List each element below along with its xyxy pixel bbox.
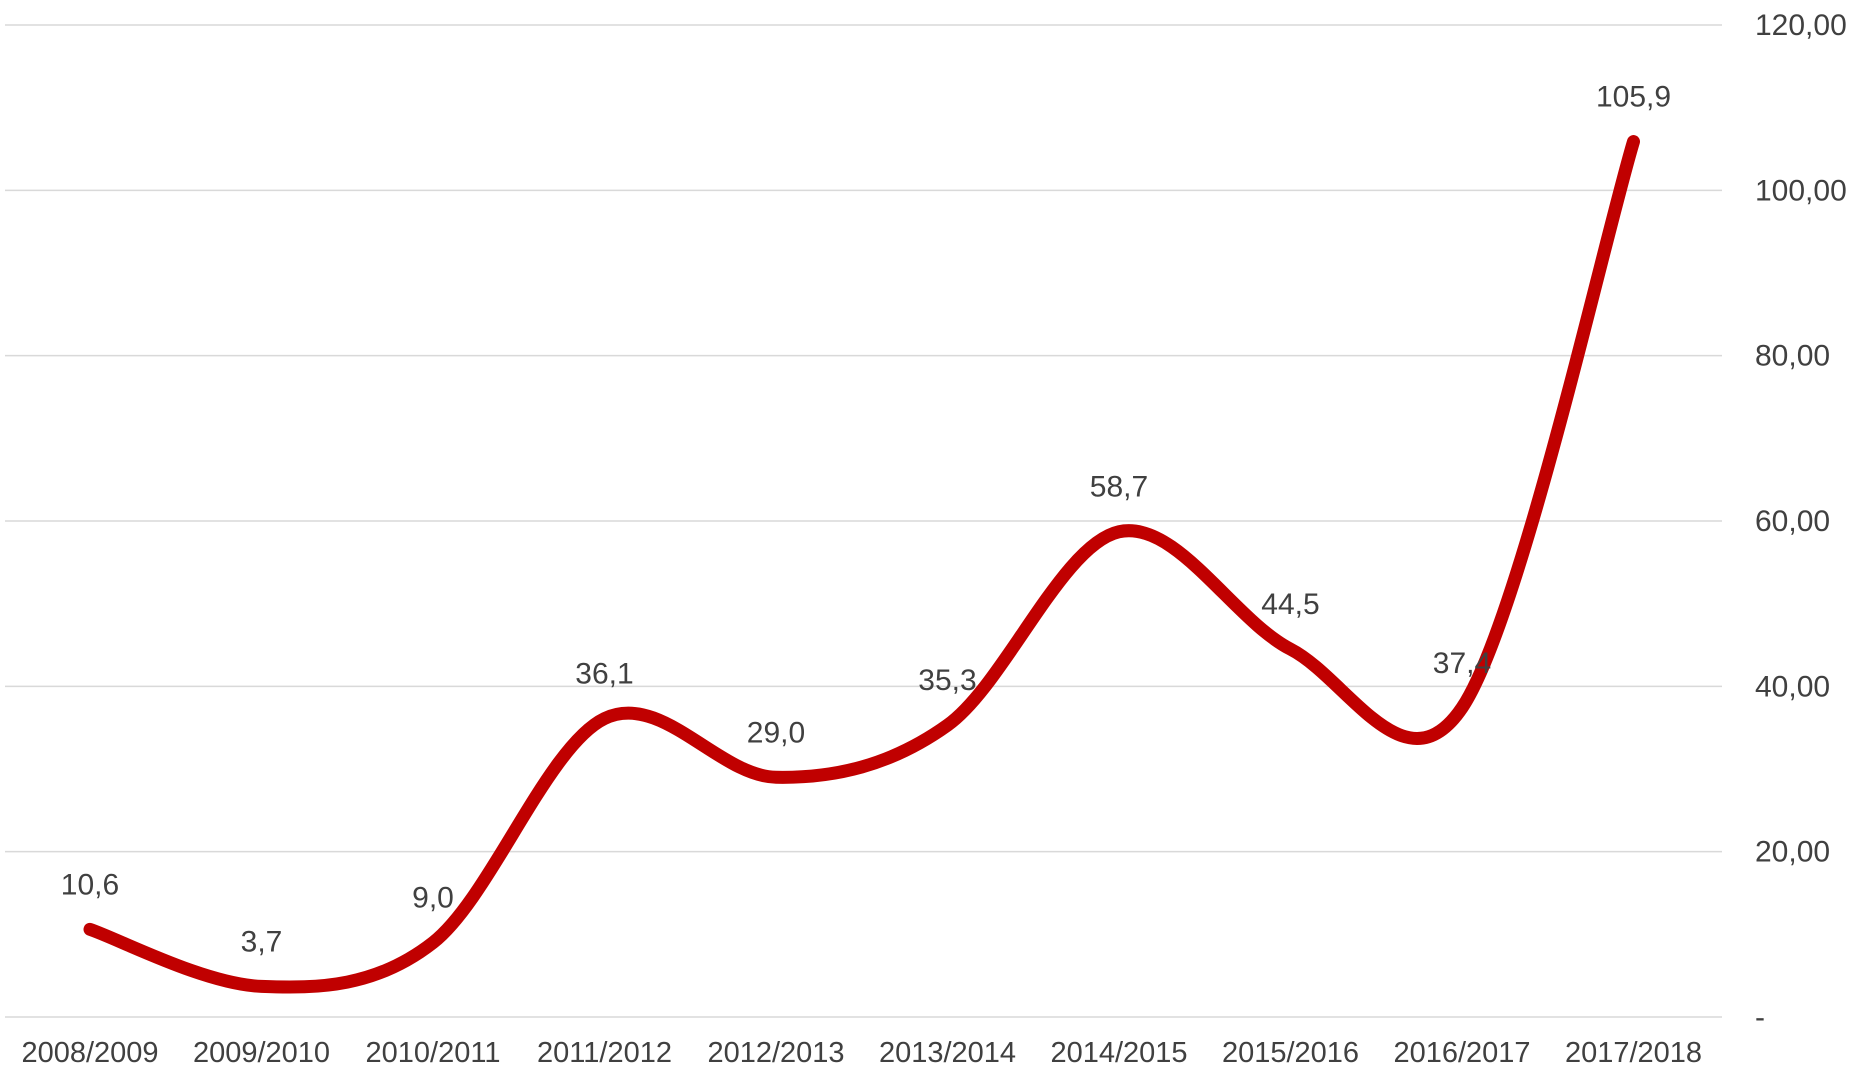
y-tick-label-2: 40,00 (1755, 670, 1830, 703)
data-labels: 10,6 3,7 9,0 36,1 29,0 35,3 58,7 44,5 37,4 105,9 (61, 81, 1671, 959)
data-label-2: 9,0 (412, 882, 454, 915)
y-tick-label-0: - (1755, 1001, 1765, 1034)
gridlines (5, 24, 1722, 1018)
series-line-group (83, 135, 1640, 994)
series-line (83, 135, 1640, 994)
x-category-label-2: 2010/2011 (366, 1037, 501, 1069)
data-label-9: 105,9 (1596, 81, 1671, 114)
x-category-label-1: 2009/2010 (193, 1037, 330, 1069)
y-tick-label-5: 100,00 (1755, 174, 1847, 207)
x-axis-category-labels: 2008/2009 2009/2010 2010/2011 2011/2012 2012… (21, 1037, 1702, 1069)
x-category-label-4: 2012/2013 (707, 1037, 844, 1069)
x-category-label-8: 2016/2017 (1393, 1037, 1530, 1069)
data-label-3: 36,1 (575, 658, 633, 691)
data-label-4: 29,0 (747, 716, 805, 749)
y-tick-label-6: 120,00 (1755, 9, 1847, 42)
y-tick-label-3: 60,00 (1755, 505, 1830, 538)
data-label-7: 44,5 (1261, 588, 1319, 621)
y-axis-tick-labels: - 20,00 40,00 60,00 80,00 100,00 120,00 (1755, 9, 1847, 1034)
x-category-label-7: 2015/2016 (1222, 1037, 1359, 1069)
y-tick-label-4: 80,00 (1755, 340, 1830, 373)
x-category-label-6: 2014/2015 (1050, 1037, 1187, 1069)
x-category-label-5: 2013/2014 (879, 1037, 1016, 1069)
y-tick-label-1: 20,00 (1755, 836, 1830, 869)
data-label-8: 37,4 (1433, 647, 1491, 680)
data-label-5: 35,3 (918, 664, 976, 697)
data-label-6: 58,7 (1090, 471, 1148, 504)
data-label-0: 10,6 (61, 868, 119, 901)
x-category-label-9: 2017/2018 (1565, 1037, 1702, 1069)
x-category-label-0: 2008/2009 (21, 1037, 158, 1069)
x-category-label-3: 2011/2012 (537, 1037, 672, 1069)
data-label-1: 3,7 (241, 925, 283, 958)
